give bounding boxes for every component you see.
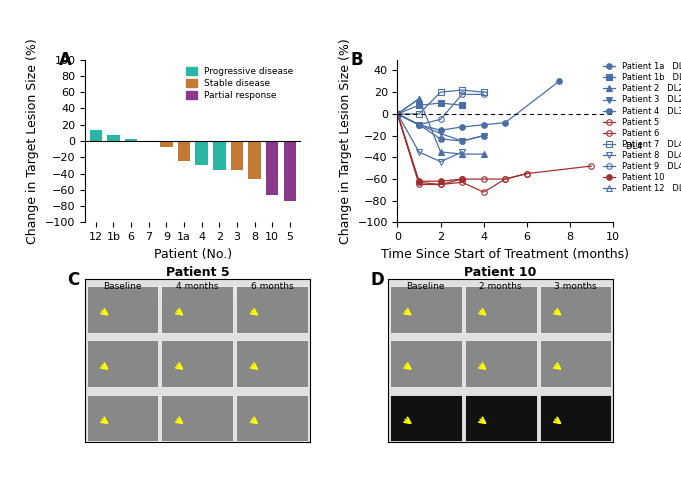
FancyBboxPatch shape [390,340,462,387]
Bar [160,141,172,147]
Title: Patient 10: Patient 10 [464,266,537,279]
Text: C: C [67,271,80,289]
Text: Baseline: Baseline [407,282,445,291]
Bar [89,130,102,141]
Text: 3 months: 3 months [554,282,597,291]
Bar [195,141,208,166]
Text: A: A [59,52,72,70]
FancyBboxPatch shape [161,286,234,332]
Bar [231,141,243,170]
FancyBboxPatch shape [539,286,612,332]
Title: Patient 5: Patient 5 [165,266,229,279]
FancyBboxPatch shape [236,340,308,387]
FancyBboxPatch shape [86,340,159,387]
FancyBboxPatch shape [390,286,462,332]
FancyBboxPatch shape [236,395,308,441]
Bar [249,141,261,178]
Text: B: B [0,496,1,497]
FancyBboxPatch shape [390,395,462,441]
Text: Baseline: Baseline [104,282,142,291]
Bar [213,141,225,169]
Text: 4 months: 4 months [176,282,219,291]
Text: 2 months: 2 months [479,282,522,291]
FancyBboxPatch shape [236,286,308,332]
Bar [266,141,279,195]
Text: B: B [0,496,1,497]
Y-axis label: Change in Target Lesion Size (%): Change in Target Lesion Size (%) [27,38,39,244]
FancyBboxPatch shape [464,395,537,441]
FancyBboxPatch shape [161,340,234,387]
FancyBboxPatch shape [539,340,612,387]
Bar [284,141,296,201]
Text: B: B [0,496,1,497]
Legend: Progressive disease, Stable disease, Partial response: Progressive disease, Stable disease, Par… [183,64,296,102]
Text: B: B [350,52,363,70]
FancyBboxPatch shape [464,340,537,387]
FancyBboxPatch shape [464,286,537,332]
FancyBboxPatch shape [86,395,159,441]
X-axis label: Patient (No.): Patient (No.) [154,248,232,261]
Bar [107,135,120,141]
Y-axis label: Change in Target Lesion Size (%): Change in Target Lesion Size (%) [339,38,352,244]
X-axis label: Time Since Start of Treatment (months): Time Since Start of Treatment (months) [381,248,629,261]
FancyBboxPatch shape [86,286,159,332]
FancyBboxPatch shape [539,395,612,441]
Text: D: D [370,271,384,289]
Legend: Patient 1a   DL1, Patient 1b   DL4, Patient 2   DL2, Patient 3   DL2, Patient 4 : Patient 1a DL1, Patient 1b DL4, Patient … [601,61,681,195]
Bar [125,139,137,141]
FancyBboxPatch shape [161,395,234,441]
Text: -DL4: -DL4 [624,142,643,151]
Bar [178,141,190,162]
Text: 6 months: 6 months [251,282,294,291]
